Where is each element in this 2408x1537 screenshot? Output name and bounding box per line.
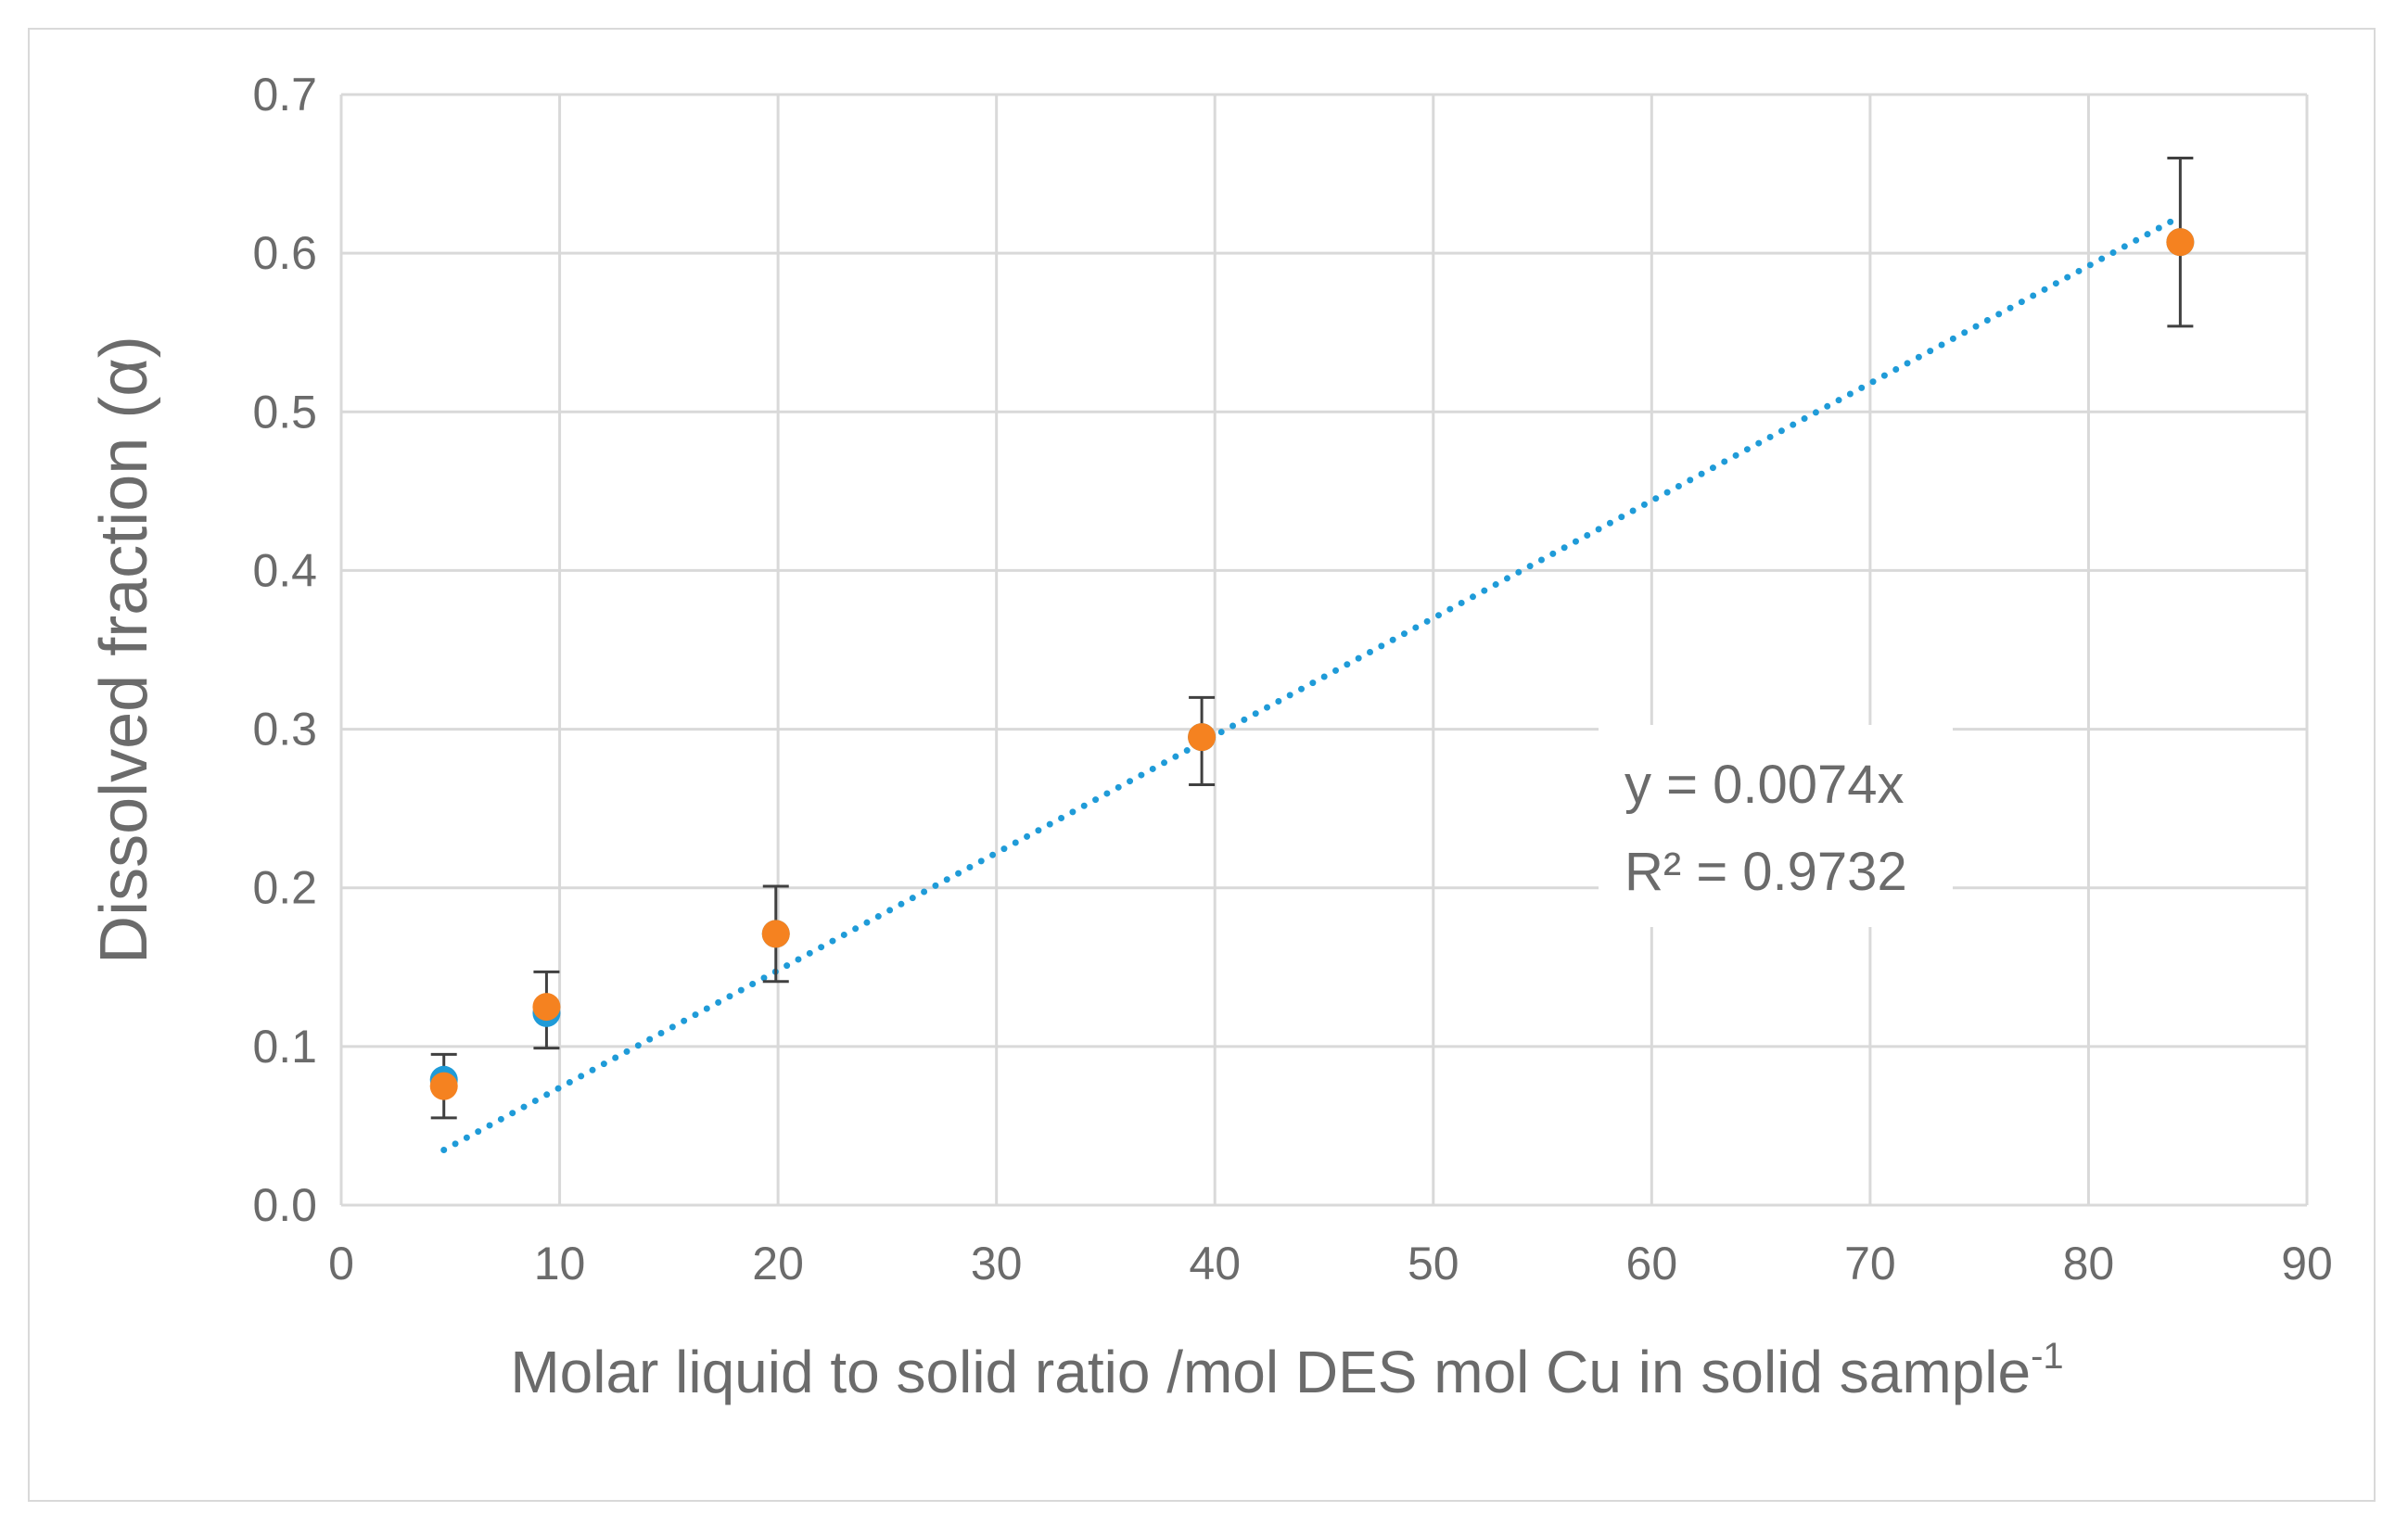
y-tick-label: 0.5: [252, 386, 317, 438]
y-axis-title: Dissolved fraction (α): [87, 336, 161, 964]
data-point: [761, 920, 790, 948]
x-tick-label: 10: [534, 1238, 586, 1289]
x-tick-label: 30: [971, 1238, 1023, 1289]
x-tick-label: 90: [2281, 1238, 2333, 1289]
data-point: [429, 1072, 458, 1100]
trendline-r-squared: R² = 0.9732: [1624, 842, 1907, 902]
y-tick-label: 0.4: [252, 544, 317, 596]
y-tick-label: 0.3: [252, 704, 317, 756]
x-tick-label: 20: [752, 1238, 804, 1289]
trendline-equation: y = 0.0074x: [1624, 755, 1905, 815]
x-axis-title-text: Molar liquid to solid ratio /mol DES mol…: [510, 1339, 2031, 1405]
x-tick-label: 80: [2063, 1238, 2115, 1289]
x-tick-label: 70: [1844, 1238, 1896, 1289]
y-tick-label: 0.6: [252, 227, 317, 279]
x-axis-title-superscript: -1: [2031, 1336, 2064, 1377]
x-axis-title: Molar liquid to solid ratio /mol DES mol…: [510, 1336, 2063, 1405]
trendline: [440, 213, 2184, 1153]
y-tick-label: 0.0: [252, 1179, 317, 1231]
x-tick-label: 50: [1408, 1238, 1459, 1289]
trendline-label-background: [1599, 725, 1953, 927]
chart-frame: 0 10 20 30 40 50 60 70 80 90 0.0 0.1 0.2 0.3 0.4 0.5 0.6…: [28, 28, 2376, 1502]
data-point: [532, 993, 561, 1022]
y-tick-label: 0.2: [252, 862, 317, 914]
x-tick-label: 0: [328, 1238, 354, 1289]
x-tick-label: 60: [1626, 1238, 1678, 1289]
y-tick-label: 0.1: [252, 1021, 317, 1073]
data-point: [1188, 723, 1217, 752]
scatter-chart: 0 10 20 30 40 50 60 70 80 90 0.0 0.1 0.2 0.3 0.4 0.5 0.6…: [87, 69, 2333, 1405]
y-tick-label: 0.7: [252, 69, 317, 121]
x-tick-label: 40: [1189, 1238, 1241, 1289]
gridlines: [339, 93, 2309, 1207]
data-point: [2166, 228, 2195, 257]
